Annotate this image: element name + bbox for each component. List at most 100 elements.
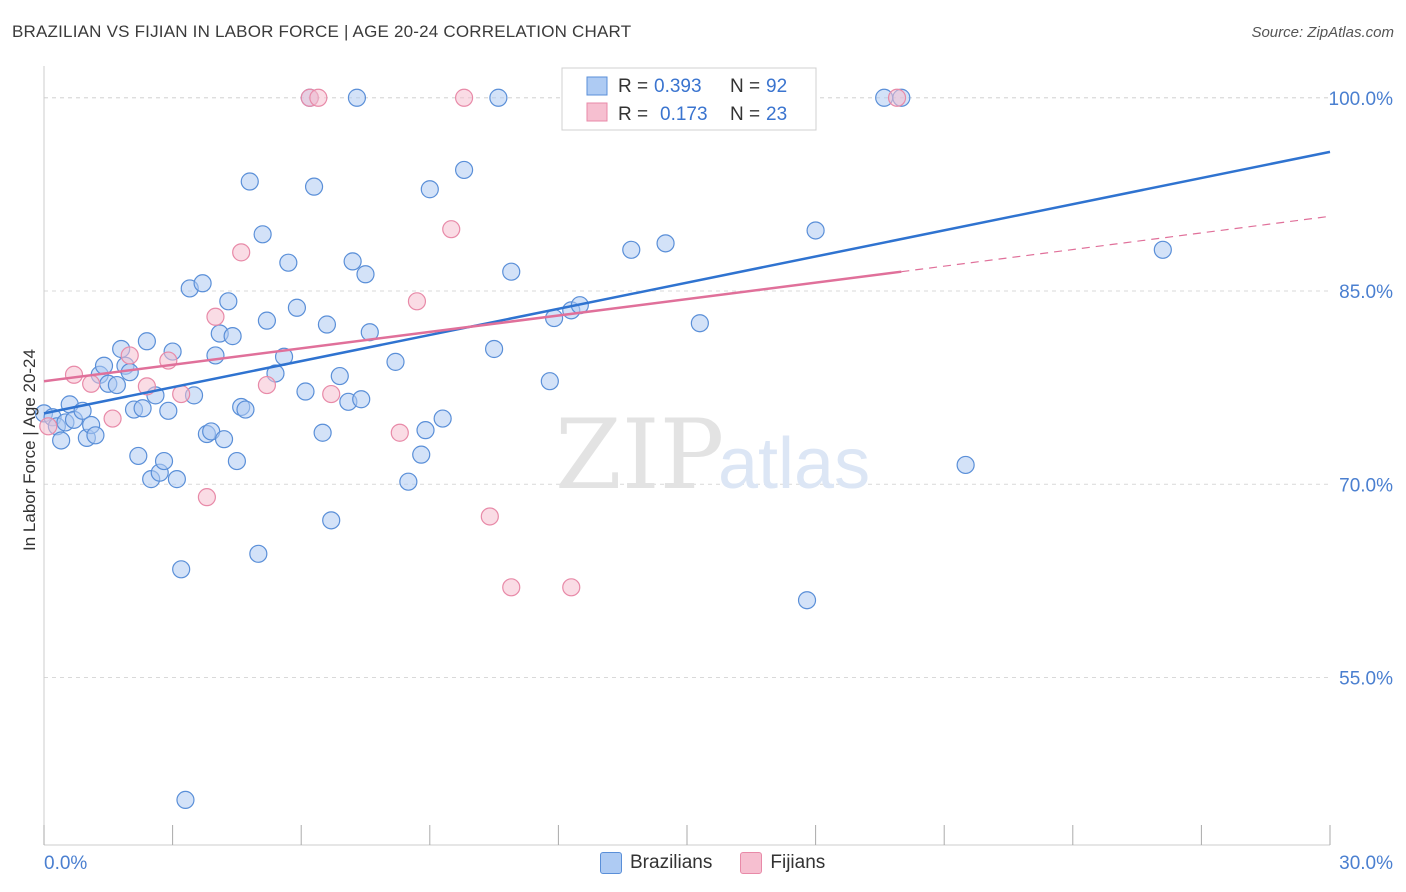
fijians-point-13 (309, 88, 328, 107)
legend-n-label-1: N = (730, 104, 760, 125)
brazilians-point-21 (137, 332, 156, 351)
brazilians-point-70 (433, 409, 452, 428)
fijians-point-14 (322, 384, 341, 404)
fijians-point-20 (502, 578, 521, 597)
legend-label-fijians: Fijians (770, 852, 826, 873)
fijians-point-9 (206, 307, 225, 326)
trend-line-brazilians (43, 150, 1331, 415)
brazilians-point-66 (399, 472, 418, 491)
brazilians-point-19 (129, 446, 148, 466)
y-tick-label-3: 100.0% (1329, 89, 1394, 110)
legend-item-fijians: Fijians (740, 852, 825, 874)
legend-top: R = 0.393 N = 92 R = 0.173 N = 23 (561, 67, 817, 131)
brazilians-point-56 (317, 315, 337, 334)
legend-n-value-0: 92 (766, 76, 787, 97)
brazilians-point-88 (956, 455, 975, 475)
trend-lines (43, 150, 1331, 415)
legend-top-swatch-fijians (586, 102, 608, 122)
brazilians-point-79 (622, 240, 641, 259)
brazilians-point-68 (416, 421, 435, 440)
brazilians-point-85 (806, 221, 825, 240)
brazilians-point-69 (420, 180, 439, 199)
x-tick-label-1: 30.0% (1339, 853, 1393, 874)
legend-label-brazilians: Brazilians (630, 852, 713, 873)
trend-line-fijians (43, 270, 902, 383)
x-tick-labels: 0.0% 30.0% (44, 853, 1393, 874)
brazilians-point-58 (330, 366, 349, 386)
legend-bottom: Brazilians Fijians (600, 852, 825, 874)
y-tick-label-2: 85.0% (1339, 282, 1393, 303)
axes (43, 66, 1331, 846)
fijians-point-16 (407, 292, 427, 311)
brazilians-point-29 (172, 560, 191, 579)
legend-r-label-1: R = (618, 104, 648, 125)
brazilians-point-30 (176, 790, 195, 810)
fijians-point-22 (887, 88, 907, 107)
brazilians-point-26 (159, 401, 178, 420)
brazilians-point-25 (154, 451, 174, 471)
brazilians-point-62 (352, 390, 371, 409)
x-tick-label-0: 0.0% (44, 853, 87, 874)
y-axis-label-text: In Labor Force | Age 20-24 (20, 349, 39, 551)
fijians-point-1 (64, 365, 84, 384)
brazilians-point-63 (356, 265, 375, 284)
brazilians-point-84 (797, 591, 817, 610)
brazilians-point-74 (502, 262, 521, 281)
brazilians-point-39 (219, 292, 238, 311)
brazilians-point-20 (133, 399, 152, 418)
fijians-point-0 (39, 417, 58, 436)
brazilians-point-60 (343, 252, 362, 271)
brazilians-point-36 (206, 346, 225, 365)
brazilians-point-51 (287, 298, 307, 317)
brazilians-point-14 (107, 375, 126, 395)
fijians-point-2 (82, 374, 101, 393)
brazilians-point-61 (347, 88, 367, 107)
y-tick-label-1: 70.0% (1339, 475, 1393, 496)
fijians-point-21 (562, 578, 581, 597)
watermark-zip: ZIP (555, 399, 724, 511)
fijians-point-17 (442, 220, 461, 239)
brazilians-point-41 (227, 451, 246, 471)
fijians-point-3 (103, 409, 122, 428)
fijians-point-18 (454, 88, 474, 107)
fijians-point-11 (257, 375, 277, 395)
fijians-point-8 (197, 488, 216, 507)
fijians-point-19 (480, 507, 499, 526)
legend-swatch-brazilians (600, 852, 622, 874)
brazilians-point-10 (86, 426, 105, 445)
y-tick-label-0: 55.0% (1339, 669, 1393, 690)
series-fijians (39, 88, 907, 597)
brazilians-point-33 (193, 274, 212, 293)
legend-r-label-0: R = (618, 76, 648, 97)
legend-top-swatch-brazilians (586, 76, 608, 96)
brazilians-point-45 (249, 544, 268, 563)
trend-line-fijians-extension (901, 215, 1331, 273)
fijians-point-15 (390, 423, 409, 442)
fijians-point-7 (172, 384, 191, 404)
brazilians-point-57 (322, 511, 341, 530)
brazilians-point-72 (485, 339, 504, 359)
brazilians-point-50 (279, 253, 298, 272)
brazilians-point-65 (386, 352, 405, 371)
brazilians-point-81 (656, 234, 675, 253)
y-axis-label: In Labor Force | Age 20-24 (20, 349, 39, 551)
brazilians-point-52 (296, 382, 315, 401)
brazilians-point-55 (313, 423, 332, 442)
brazilians-point-75 (540, 372, 559, 391)
brazilians-point-43 (236, 400, 255, 419)
brazilians-point-54 (304, 177, 324, 196)
brazilians-point-3 (52, 431, 71, 450)
brazilians-point-28 (167, 470, 186, 489)
brazilians-point-47 (257, 311, 277, 330)
grid (44, 97, 1330, 679)
brazilians-point-38 (214, 430, 234, 449)
brazilians-point-67 (412, 445, 431, 464)
watermark-atlas: atlas (718, 424, 870, 504)
source-label: Source: ZipAtlas.com (1251, 24, 1394, 41)
brazilians-point-71 (454, 160, 474, 180)
brazilians-point-73 (489, 88, 508, 107)
legend-n-value-1: 23 (766, 104, 787, 125)
chart-title: BRAZILIAN VS FIJIAN IN LABOR FORCE | AGE… (12, 22, 632, 41)
brazilians-point-82 (690, 314, 709, 333)
